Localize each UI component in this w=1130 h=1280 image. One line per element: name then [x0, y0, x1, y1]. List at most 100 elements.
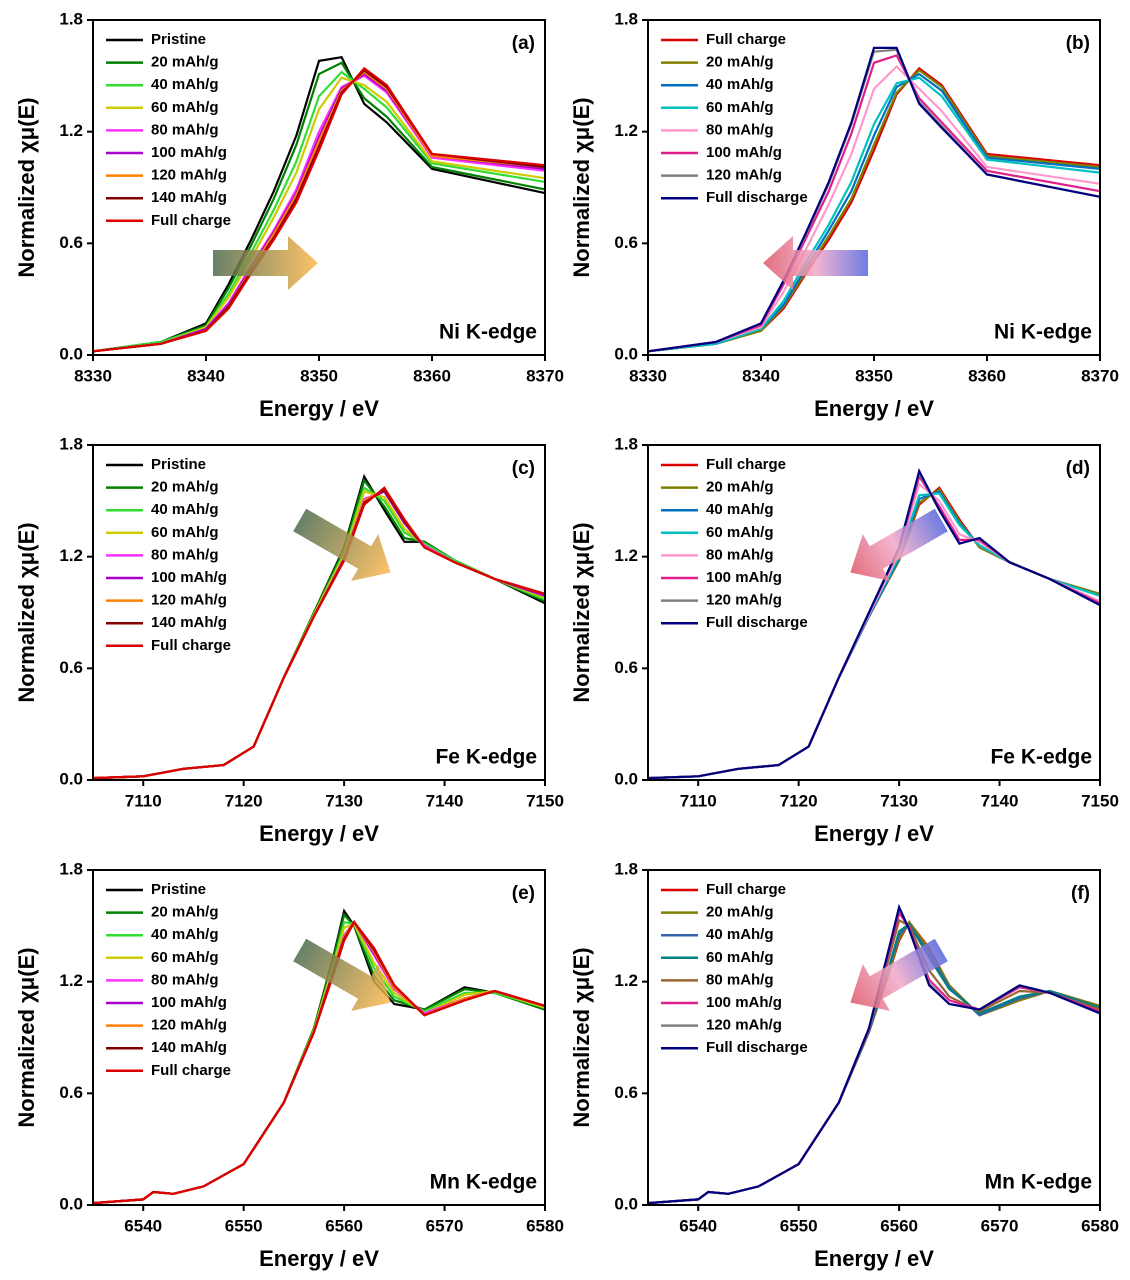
shift-arrow — [293, 938, 391, 1011]
legend-label: 120 mAh/g — [706, 1017, 782, 1034]
y-tick-label: 0.6 — [59, 1083, 83, 1102]
x-tick-label: 7120 — [225, 791, 263, 810]
legend-label: 100 mAh/g — [706, 569, 782, 586]
x-tick-label: 6570 — [426, 1216, 464, 1235]
legend-label: 120 mAh/g — [151, 592, 227, 609]
legend-label: 80 mAh/g — [706, 971, 774, 988]
panel: 7110 7120 7130 7140 7150 0.0 0.6 1.2 1.8 Energy /… — [14, 434, 564, 845]
legend-label: 20 mAh/g — [151, 479, 219, 496]
x-axis-label: Energy / eV — [814, 1246, 934, 1271]
x-tick-label: 6550 — [780, 1216, 818, 1235]
y-tick-label: 0.0 — [614, 1194, 638, 1213]
legend-label: 60 mAh/g — [706, 99, 774, 116]
y-tick-label: 0.0 — [614, 769, 638, 788]
y-tick-label: 1.8 — [59, 859, 83, 878]
x-tick-label: 6540 — [679, 1216, 717, 1235]
y-tick-label: 1.2 — [614, 121, 638, 140]
x-tick-label: 7110 — [680, 791, 717, 810]
legend-label: 20 mAh/g — [151, 54, 219, 71]
legend-label: 60 mAh/g — [151, 949, 219, 966]
legend-label: Full charge — [151, 212, 231, 229]
legend-label: 80 mAh/g — [151, 971, 219, 988]
x-tick-label: 6580 — [1081, 1216, 1119, 1235]
legend-label: 20 mAh/g — [706, 904, 774, 921]
y-tick-label: 1.2 — [614, 546, 638, 565]
x-tick-label: 7130 — [880, 791, 918, 810]
panel: 6540 6550 6560 6570 6580 0.0 0.6 1.2 1.8 Energy /… — [14, 859, 564, 1270]
y-axis-label: Normalized χμ(E) — [569, 522, 594, 702]
x-axis-label: Energy / eV — [259, 396, 379, 421]
y-tick-label: 0.0 — [59, 1194, 83, 1213]
y-axis-label: Normalized χμ(E) — [569, 97, 594, 277]
legend-label: 120 mAh/g — [151, 1017, 227, 1034]
y-tick-label: 1.2 — [614, 971, 638, 990]
legend-label: Full charge — [151, 1062, 231, 1079]
legend-label: 100 mAh/g — [151, 994, 227, 1011]
y-tick-label: 0.6 — [614, 1083, 638, 1102]
panel: 8330 8340 8350 8360 8370 0.0 0.6 1.2 1.8 Energy /… — [14, 9, 564, 420]
x-tick-label: 7120 — [780, 791, 818, 810]
legend-label: 60 mAh/g — [151, 524, 219, 541]
y-tick-label: 0.0 — [614, 344, 638, 363]
edge-label: Fe K-edge — [435, 746, 537, 769]
legend-label: Full charge — [706, 31, 786, 48]
series-line — [647, 903, 1101, 1205]
legend-label: 40 mAh/g — [706, 501, 774, 518]
series-line — [647, 64, 1101, 353]
legend-label: 40 mAh/g — [706, 926, 774, 943]
series-line — [647, 76, 1101, 353]
plot-frame — [647, 444, 1101, 781]
panel-label: (f) — [1071, 883, 1090, 904]
y-tick-label: 1.2 — [59, 971, 83, 990]
x-tick-label: 7140 — [981, 791, 1019, 810]
legend-label: Full discharge — [706, 1039, 808, 1056]
y-tick-label: 0.6 — [614, 658, 638, 677]
legend-label: 120 mAh/g — [706, 167, 782, 184]
legend-label: 60 mAh/g — [151, 99, 219, 116]
x-tick-label: 7150 — [1081, 791, 1119, 810]
x-tick-label: 8360 — [413, 366, 451, 385]
x-tick-label: 7110 — [125, 791, 162, 810]
legend-label: Full charge — [151, 637, 231, 654]
x-axis-label: Energy / eV — [814, 396, 934, 421]
legend-label: 60 mAh/g — [706, 524, 774, 541]
x-axis-label: Energy / eV — [259, 1246, 379, 1271]
y-tick-label: 0.6 — [59, 233, 83, 252]
legend-label: 100 mAh/g — [151, 144, 227, 161]
series-line — [92, 76, 546, 353]
y-axis-label: Normalized χμ(E) — [569, 947, 594, 1127]
edge-label: Ni K-edge — [439, 321, 537, 344]
series-line — [647, 922, 1101, 1205]
legend-label: Pristine — [151, 31, 206, 48]
y-tick-label: 1.2 — [59, 121, 83, 140]
x-tick-label: 8370 — [1081, 366, 1119, 385]
y-tick-label: 1.2 — [59, 546, 83, 565]
panel-label: (c) — [512, 458, 535, 479]
panel-label: (d) — [1066, 458, 1090, 479]
legend-label: 40 mAh/g — [706, 76, 774, 93]
series-line — [647, 54, 1101, 353]
y-axis-label: Normalized χμ(E) — [14, 947, 39, 1127]
x-tick-label: 8330 — [629, 366, 667, 385]
legend-label: 20 mAh/g — [706, 54, 774, 71]
plot-frame — [92, 444, 546, 781]
y-tick-label: 0.0 — [59, 769, 83, 788]
plot-frame — [647, 869, 1101, 1206]
panel-label: (b) — [1066, 33, 1090, 54]
x-tick-label: 8370 — [526, 366, 564, 385]
y-tick-label: 0.6 — [59, 658, 83, 677]
shift-arrow — [850, 508, 948, 581]
legend-label: Pristine — [151, 456, 206, 473]
legend-label: 80 mAh/g — [706, 546, 774, 563]
x-tick-label: 8340 — [187, 366, 225, 385]
y-axis-label: Normalized χμ(E) — [14, 522, 39, 702]
x-tick-label: 8340 — [742, 366, 780, 385]
edge-label: Fe K-edge — [990, 746, 1092, 769]
y-tick-label: 1.8 — [614, 9, 638, 28]
legend-label: 140 mAh/g — [151, 614, 227, 631]
legend-label: 140 mAh/g — [151, 189, 227, 206]
legend-label: Full charge — [706, 456, 786, 473]
series-line — [647, 68, 1101, 353]
panel: 7110 7120 7130 7140 7150 0.0 0.6 1.2 1.8 Energy /… — [569, 434, 1119, 845]
legend-label: 20 mAh/g — [706, 479, 774, 496]
